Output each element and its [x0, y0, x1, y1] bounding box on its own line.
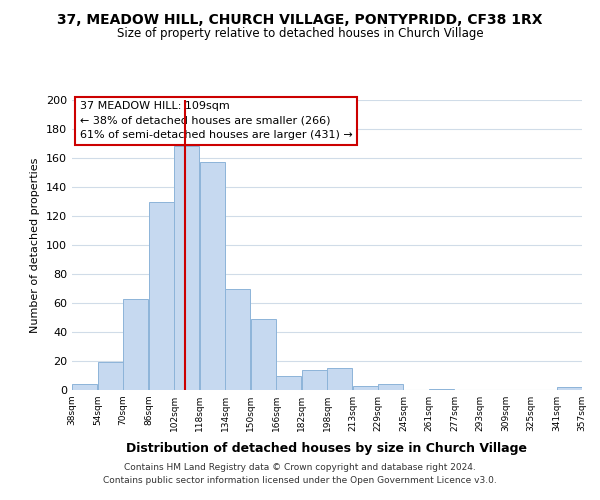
Bar	[124, 298, 148, 390]
Bar	[328, 368, 352, 390]
Text: 37 MEADOW HILL: 109sqm
← 38% of detached houses are smaller (266)
61% of semi-de: 37 MEADOW HILL: 109sqm ← 38% of detached…	[80, 102, 352, 140]
Text: 37, MEADOW HILL, CHURCH VILLAGE, PONTYPRIDD, CF38 1RX: 37, MEADOW HILL, CHURCH VILLAGE, PONTYPR…	[57, 12, 543, 26]
Text: Contains HM Land Registry data © Crown copyright and database right 2024.: Contains HM Land Registry data © Crown c…	[124, 464, 476, 472]
Y-axis label: Number of detached properties: Number of detached properties	[31, 158, 40, 332]
Bar	[353, 386, 377, 390]
Bar	[302, 370, 326, 390]
Bar	[226, 288, 250, 390]
Bar	[557, 387, 581, 390]
X-axis label: Distribution of detached houses by size in Church Village: Distribution of detached houses by size …	[127, 442, 527, 456]
Bar	[149, 202, 173, 390]
Text: Size of property relative to detached houses in Church Village: Size of property relative to detached ho…	[116, 28, 484, 40]
Bar	[98, 362, 122, 390]
Bar	[430, 388, 454, 390]
Bar	[277, 376, 301, 390]
Bar	[175, 146, 199, 390]
Bar	[73, 384, 97, 390]
Bar	[379, 384, 403, 390]
Bar	[251, 319, 275, 390]
Bar	[200, 162, 224, 390]
Text: Contains public sector information licensed under the Open Government Licence v3: Contains public sector information licen…	[103, 476, 497, 485]
